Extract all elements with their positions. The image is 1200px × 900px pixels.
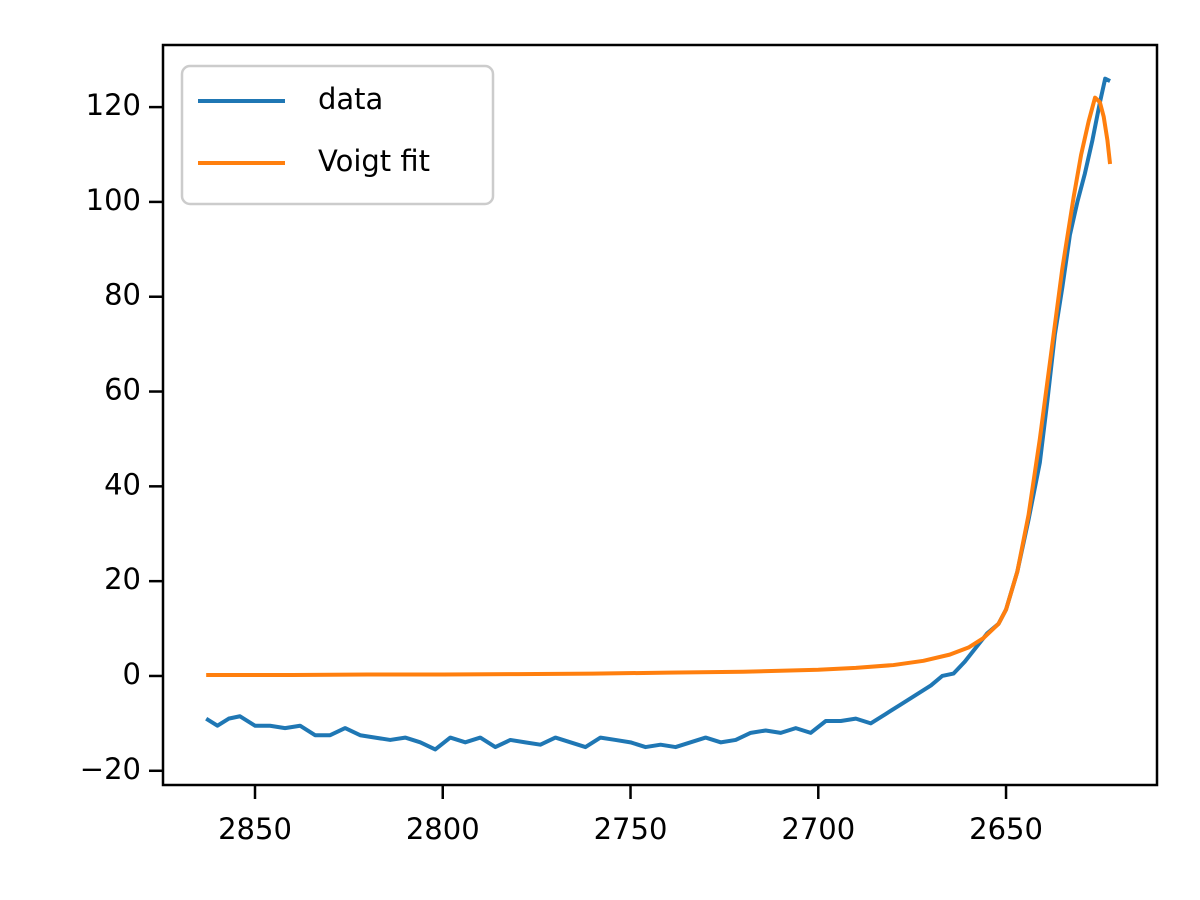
y-tick-label: −20 bbox=[80, 752, 141, 786]
y-tick-label: 40 bbox=[104, 467, 141, 501]
y-tick-label: 80 bbox=[104, 278, 141, 312]
y-tick-label: 60 bbox=[104, 373, 141, 407]
y-tick-label: 120 bbox=[86, 88, 141, 122]
data-line bbox=[206, 95, 1113, 678]
legend-label: Voigt fit bbox=[318, 144, 430, 178]
y-tick-label: 100 bbox=[86, 183, 141, 217]
x-tick-label: 2750 bbox=[594, 812, 668, 846]
y-tick-label: 20 bbox=[104, 562, 141, 596]
x-tick-label: 2650 bbox=[969, 812, 1043, 846]
x-tick-label: 2800 bbox=[406, 812, 480, 846]
x-tick-label: 2700 bbox=[781, 812, 855, 846]
x-tick-label: 2850 bbox=[218, 812, 292, 846]
y-tick-label: 0 bbox=[123, 657, 141, 691]
axes-frame bbox=[161, 43, 1159, 787]
legend-label: data bbox=[318, 82, 383, 116]
